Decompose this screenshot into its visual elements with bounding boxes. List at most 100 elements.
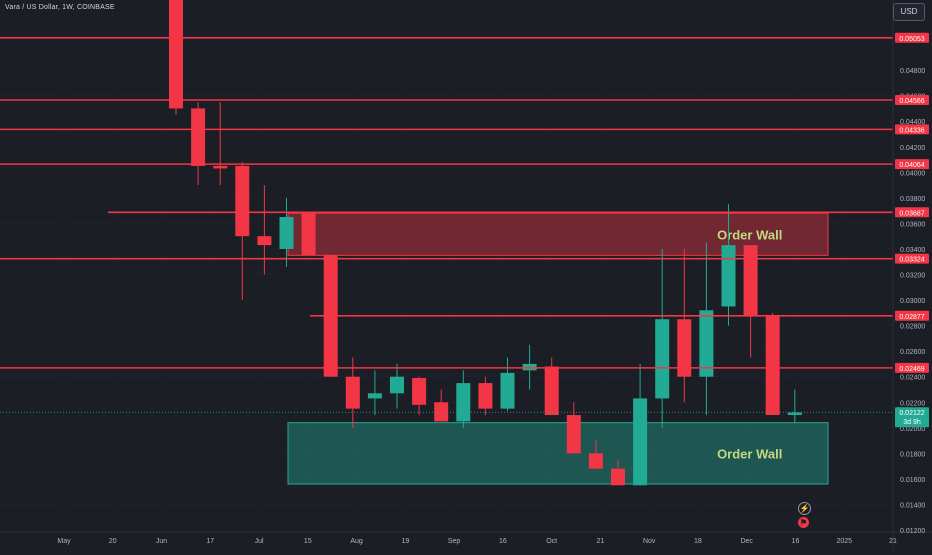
candle-body bbox=[765, 315, 780, 416]
x-tick-label: 21 bbox=[597, 538, 605, 545]
candle-body bbox=[279, 217, 294, 249]
candle-body bbox=[412, 377, 427, 405]
candle bbox=[633, 363, 648, 486]
price-label-bg bbox=[895, 159, 929, 170]
x-tick-label: Dec bbox=[740, 538, 753, 545]
candle-body bbox=[677, 319, 692, 377]
candle-body bbox=[169, 0, 183, 109]
price-label: 0.05053 bbox=[899, 36, 924, 43]
x-tick-label: Nov bbox=[643, 538, 656, 545]
y-tick-label: 0.02400 bbox=[900, 375, 925, 382]
horizontal-lines-layer bbox=[0, 36, 893, 413]
price-label: 0.02469 bbox=[899, 366, 924, 373]
y-tick-label: 0.01400 bbox=[900, 502, 925, 509]
x-tick-label: 19 bbox=[401, 538, 409, 545]
candle-body bbox=[787, 412, 802, 416]
candle-body bbox=[456, 383, 471, 422]
candle bbox=[301, 213, 316, 256]
candle bbox=[743, 245, 758, 358]
candle bbox=[699, 242, 714, 416]
x-tick-label: Jul bbox=[255, 538, 264, 545]
currency-button[interactable]: USD bbox=[893, 3, 925, 21]
candle-layer bbox=[169, 0, 802, 486]
zone-layer: Order Wall Order Wall bbox=[287, 212, 829, 485]
y-tick-label: 0.01600 bbox=[900, 477, 925, 484]
current-price-label-bg bbox=[895, 407, 929, 428]
order-wall-label: Order Wall bbox=[717, 227, 782, 242]
candle bbox=[169, 0, 183, 115]
price-label: 0.03324 bbox=[899, 257, 924, 264]
x-tick-label: 16 bbox=[499, 538, 507, 545]
x-tick-label: May bbox=[57, 538, 71, 545]
candle bbox=[787, 389, 802, 423]
y-tick-label: 0.02800 bbox=[900, 324, 925, 331]
y-tick-label: 0.03600 bbox=[900, 221, 925, 228]
candle bbox=[345, 357, 360, 428]
price-label-bg bbox=[895, 207, 929, 218]
symbol-title: Vara / US Dollar, 1W, COINBASE bbox=[5, 4, 115, 11]
x-tick-label: 17 bbox=[206, 538, 214, 545]
candle-body bbox=[191, 108, 206, 166]
price-label: 0.03687 bbox=[899, 210, 924, 217]
candle-body bbox=[588, 453, 603, 469]
flag-icon[interactable]: ⚑ bbox=[798, 517, 809, 528]
order-wall-label: Order Wall bbox=[717, 446, 782, 461]
x-tick-label: 18 bbox=[694, 538, 702, 545]
y-tick-label: 0.03800 bbox=[900, 196, 925, 203]
order-wall-zone bbox=[287, 212, 829, 256]
y-tick-label: 0.02200 bbox=[900, 400, 925, 407]
candle-body bbox=[655, 319, 670, 399]
y-tick-label: 0.03000 bbox=[900, 298, 925, 305]
y-tick-label: 0.01800 bbox=[900, 451, 925, 458]
candle bbox=[390, 363, 404, 409]
candle-body bbox=[478, 383, 493, 409]
x-tick-label: Aug bbox=[350, 538, 363, 545]
candle bbox=[478, 376, 493, 416]
candle-body bbox=[743, 245, 758, 316]
lightning-icon[interactable]: ⚡ bbox=[798, 502, 811, 515]
candle bbox=[279, 197, 294, 267]
y-tick-label: 0.04400 bbox=[900, 119, 925, 126]
x-tick-label: 21 bbox=[889, 538, 897, 545]
y-tick-label: 0.03400 bbox=[900, 247, 925, 254]
candle-body bbox=[544, 366, 559, 416]
countdown-label: 3d 9h bbox=[903, 419, 921, 426]
y-tick-label: 0.02600 bbox=[900, 349, 925, 356]
candle bbox=[412, 376, 427, 416]
candle-body bbox=[699, 310, 714, 377]
candle-body bbox=[633, 398, 648, 486]
candle-body bbox=[611, 468, 625, 486]
price-label: 0.04064 bbox=[899, 162, 924, 169]
order-wall-zone bbox=[287, 422, 829, 485]
x-tick-label: Jun bbox=[156, 538, 167, 545]
y-tick-label: 0.04000 bbox=[900, 170, 925, 177]
x-tick-label: 2025 bbox=[836, 538, 852, 545]
price-label-bg bbox=[895, 32, 929, 43]
candle-body bbox=[257, 236, 272, 246]
current-price-label: 0.02122 bbox=[899, 410, 924, 417]
price-label-bg bbox=[895, 124, 929, 135]
candle bbox=[257, 185, 272, 275]
candle bbox=[566, 402, 581, 454]
candle bbox=[544, 357, 559, 416]
candle-body bbox=[367, 393, 382, 399]
candle bbox=[765, 312, 780, 416]
price-label-bg bbox=[895, 310, 929, 321]
candle bbox=[213, 102, 228, 186]
candle-body bbox=[500, 372, 515, 409]
candle bbox=[191, 102, 206, 186]
y-tick-label: 0.04200 bbox=[900, 145, 925, 152]
price-label-bg bbox=[895, 94, 929, 105]
candle-body bbox=[345, 376, 360, 409]
x-tick-label: 16 bbox=[792, 538, 800, 545]
candle bbox=[434, 389, 449, 422]
candle-body bbox=[566, 415, 581, 454]
price-label-bg bbox=[895, 253, 929, 264]
y-tick-label: 0.01200 bbox=[900, 528, 925, 535]
candle bbox=[588, 440, 603, 469]
candle bbox=[655, 248, 670, 428]
price-label: 0.02877 bbox=[899, 314, 924, 321]
